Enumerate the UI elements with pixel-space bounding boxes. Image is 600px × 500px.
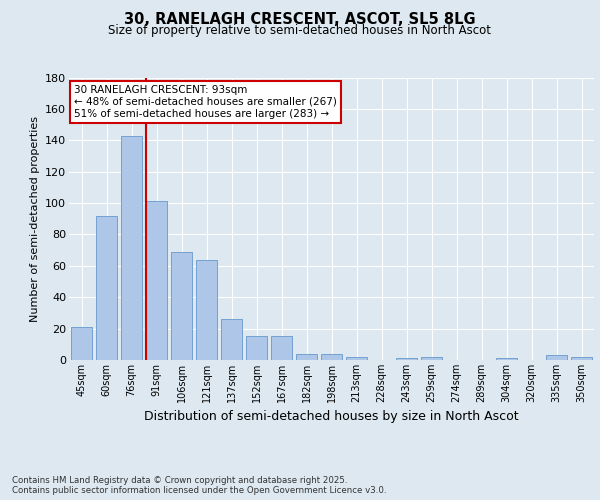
Bar	[221, 319, 242, 360]
Bar	[246, 336, 267, 360]
Bar	[421, 357, 442, 360]
Y-axis label: Number of semi-detached properties: Number of semi-detached properties	[29, 116, 40, 322]
Bar	[271, 336, 292, 360]
Text: 30 RANELAGH CRESCENT: 93sqm
← 48% of semi-detached houses are smaller (267)
51% : 30 RANELAGH CRESCENT: 93sqm ← 48% of sem…	[74, 86, 337, 118]
Bar	[546, 356, 567, 360]
Bar	[196, 260, 217, 360]
Bar	[146, 202, 167, 360]
X-axis label: Distribution of semi-detached houses by size in North Ascot: Distribution of semi-detached houses by …	[144, 410, 519, 424]
Bar	[496, 358, 517, 360]
Bar	[396, 358, 417, 360]
Bar	[71, 327, 92, 360]
Bar	[571, 357, 592, 360]
Bar	[346, 357, 367, 360]
Bar	[96, 216, 117, 360]
Bar	[121, 136, 142, 360]
Text: Contains HM Land Registry data © Crown copyright and database right 2025.
Contai: Contains HM Land Registry data © Crown c…	[12, 476, 386, 495]
Bar	[321, 354, 342, 360]
Bar	[171, 252, 192, 360]
Text: 30, RANELAGH CRESCENT, ASCOT, SL5 8LG: 30, RANELAGH CRESCENT, ASCOT, SL5 8LG	[124, 12, 476, 28]
Bar	[296, 354, 317, 360]
Text: Size of property relative to semi-detached houses in North Ascot: Size of property relative to semi-detach…	[109, 24, 491, 37]
